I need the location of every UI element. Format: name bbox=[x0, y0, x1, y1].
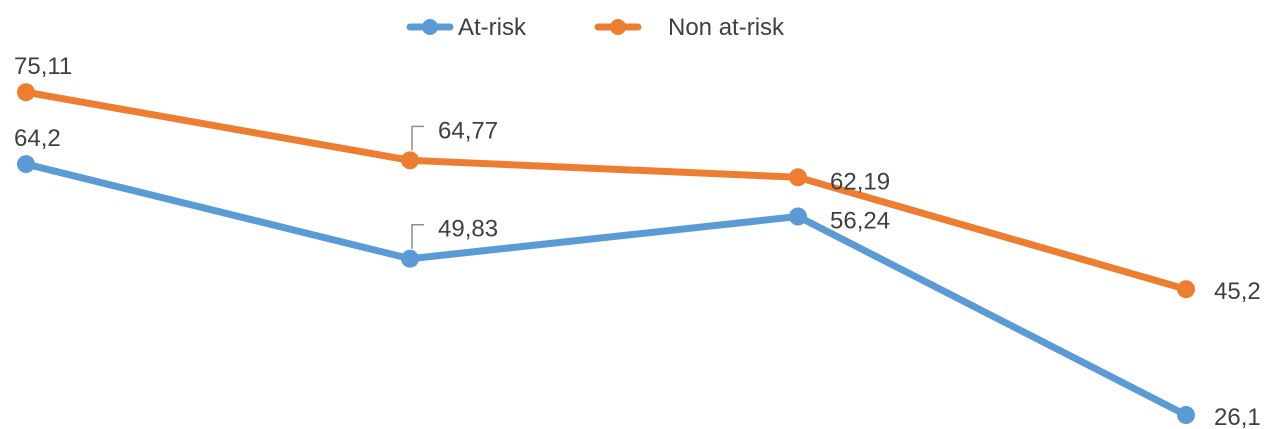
series-non-at-risk: 75,11 64,77 62,19 45,2 bbox=[14, 53, 1261, 305]
data-point bbox=[17, 83, 35, 102]
plot-area: 64,2 49,83 56,24 26,1 75,11 64,77 62,19 45,2 bbox=[14, 53, 1261, 429]
legend-label: At-risk bbox=[458, 14, 527, 41]
data-point bbox=[789, 207, 807, 226]
data-label: 75,11 bbox=[14, 53, 72, 80]
data-label: 49,83 bbox=[438, 216, 498, 243]
data-label: 64,77 bbox=[438, 117, 498, 144]
series-line-at-risk bbox=[22, 160, 1190, 419]
legend-label: Non at-risk bbox=[668, 14, 785, 41]
leader-line bbox=[411, 125, 424, 151]
data-label: 26,1 bbox=[1214, 404, 1261, 429]
legend: At-risk Non at-risk bbox=[406, 14, 785, 41]
legend-item-non-at-risk: Non at-risk bbox=[594, 14, 785, 41]
data-point bbox=[1177, 280, 1195, 299]
data-label: 64,2 bbox=[14, 125, 61, 152]
legend-swatch-marker bbox=[422, 19, 438, 35]
data-label: 62,19 bbox=[830, 168, 890, 195]
data-point bbox=[17, 155, 35, 174]
data-point bbox=[401, 249, 419, 268]
leader-line bbox=[411, 223, 424, 249]
data-point bbox=[789, 168, 807, 187]
data-point bbox=[1177, 406, 1195, 425]
series-line-non-at-risk bbox=[22, 88, 1190, 293]
legend-swatch-marker bbox=[610, 19, 626, 35]
data-label: 45,2 bbox=[1214, 278, 1261, 305]
data-point bbox=[401, 151, 419, 170]
data-label: 56,24 bbox=[830, 207, 890, 234]
legend-item-at-risk: At-risk bbox=[406, 14, 527, 41]
series-at-risk: 64,2 49,83 56,24 26,1 bbox=[14, 125, 1261, 429]
